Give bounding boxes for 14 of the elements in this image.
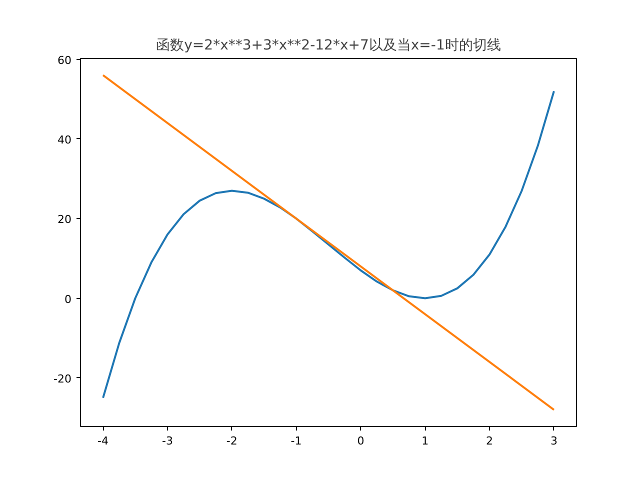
y-tick-label: 0 xyxy=(64,292,72,306)
x-tick-label: 1 xyxy=(422,434,429,448)
x-tick-label: 3 xyxy=(550,434,558,448)
y-tick-label: -20 xyxy=(54,372,72,386)
x-tick-label: -1 xyxy=(290,434,302,448)
x-tick-label: 0 xyxy=(357,434,364,448)
y-tick-label: 60 xyxy=(58,54,72,67)
chart-title: 函数y=2*x**3+3*x**2-12*x+7以及当x=-1时的切线 xyxy=(156,38,501,54)
x-tick-label: 2 xyxy=(486,434,494,448)
y-tick-label: 20 xyxy=(58,213,72,226)
x-tick-label: -2 xyxy=(226,434,238,448)
y-tick-label: 40 xyxy=(58,133,72,146)
x-tick-label: -3 xyxy=(162,434,173,448)
x-tick-label: -4 xyxy=(98,434,109,448)
